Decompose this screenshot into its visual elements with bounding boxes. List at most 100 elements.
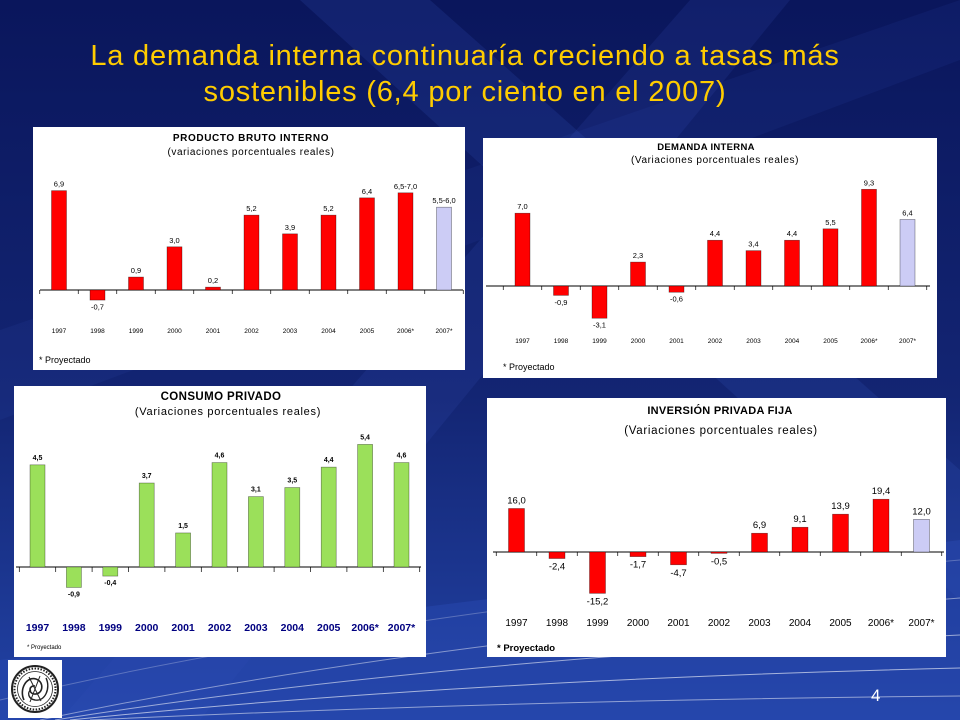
bar-1999 (589, 551, 606, 594)
slide-title-line-1: La demanda interna continuaría creciendo… (90, 40, 840, 72)
chart-consumo-privado: CONSUMO PRIVADO (Variaciones porcentuale… (14, 386, 426, 657)
bar-1999 (591, 285, 608, 319)
bar-2007-projected (436, 206, 452, 291)
bar-2001 (670, 551, 687, 566)
x-tick-label-2005: 2005 (317, 622, 341, 634)
bar-2004 (791, 526, 809, 553)
value-label-2004: 9,1 (793, 514, 806, 525)
chart-marks: 16,0 1997 -2,4 1998 -15,2 1999 -1,7 2000 -4,7 200… (493, 486, 944, 629)
chart-title: CONSUMO PRIVADO (161, 391, 282, 403)
x-tick-label-1997: 1997 (52, 328, 67, 335)
x-tick-label-2002: 2002 (708, 618, 731, 629)
bar-2006-projected (872, 498, 890, 553)
chart-subtitle: (Variaciones porcentuales reales) (624, 425, 818, 437)
value-label-1999: 0,9 (131, 266, 141, 275)
bar-2007-projected (899, 219, 916, 287)
value-label-2002: 4,6 (215, 453, 225, 460)
bar-2003 (248, 496, 264, 568)
value-label-2004: 5,2 (323, 204, 333, 213)
chart-title: INVERSIÓN PRIVADA FIJA (647, 404, 792, 417)
value-label-2000: -1,7 (630, 560, 646, 571)
chart-producto-bruto-interno: PRODUCTO BRUTO INTERNO (variaciones porc… (33, 127, 465, 370)
chart-footnote: * Proyectado (503, 362, 555, 372)
value-label-1997: 16,0 (507, 495, 526, 506)
bar-2007-projected (393, 462, 410, 568)
value-label-2000: 2,3 (633, 251, 643, 260)
bar-2002 (211, 462, 228, 568)
chart-marks: 6,9 1997 -0,7 1998 0,9 1999 3,0 2000 0,2 2001 5,2 2… (39, 180, 464, 335)
chart-footnote: * Proyectado (27, 645, 62, 651)
bar-2003 (745, 250, 762, 287)
logo-swirl (27, 677, 49, 701)
value-label-2002: 4,4 (710, 229, 720, 238)
x-tick-label-1998: 1998 (546, 618, 569, 629)
bar-1999 (102, 566, 119, 577)
value-label-2003: 6,9 (753, 520, 766, 531)
background-line (69, 667, 960, 720)
x-tick-label-2006-projected: 2006* (861, 338, 878, 345)
value-label-2003: 3,9 (285, 223, 295, 232)
x-tick-label-1997: 1997 (505, 618, 528, 629)
x-tick-label-2000: 2000 (167, 328, 182, 335)
bar-2001 (175, 532, 191, 568)
x-tick-label-1997: 1997 (515, 338, 530, 345)
value-label-2004: 3,5 (287, 478, 297, 485)
bar-2006-projected (397, 192, 414, 291)
value-label-2005: 4,4 (324, 457, 334, 464)
value-label-2007-projected: 5,5-6,0 (432, 196, 455, 205)
value-label-2000: 3,0 (169, 236, 179, 245)
x-tick-label-2005: 2005 (823, 338, 838, 345)
bar-2005 (822, 228, 839, 287)
logo-inner-ring (17, 671, 53, 707)
value-label-2003: 3,1 (251, 487, 261, 494)
x-tick-label-1999: 1999 (592, 338, 607, 345)
x-tick-label-1998: 1998 (62, 622, 86, 634)
bar-1999 (128, 276, 144, 291)
slide-title-line-2: sostenibles (6,4 por ciento en el 2007) (203, 76, 727, 108)
value-label-2006-projected: 6,5-7,0 (394, 182, 417, 191)
logo-swirl (21, 677, 43, 701)
x-tick-label-2000: 2000 (135, 622, 159, 634)
value-label-2001: 0,2 (208, 276, 218, 285)
value-label-1999: -3,1 (593, 321, 606, 330)
bar-2002 (707, 239, 723, 287)
value-label-2002: 5,2 (246, 204, 256, 213)
x-tick-label-2007-projected: 2007* (899, 338, 916, 345)
bar-1997 (51, 190, 67, 291)
value-label-1998: -0,9 (555, 298, 568, 307)
value-label-2001: 1,5 (178, 523, 188, 530)
bar-2005 (320, 466, 337, 568)
value-label-2007-projected: 6,4 (902, 208, 912, 217)
bcrp-logo (8, 660, 62, 718)
x-tick-label-2001: 2001 (667, 618, 690, 629)
bar-1998 (66, 566, 82, 588)
x-tick-label-2007-projected: 2007* (388, 622, 416, 634)
x-tick-label-1997: 1997 (26, 622, 50, 634)
bar-2003 (282, 233, 298, 291)
x-tick-label-2007-projected: 2007* (436, 328, 453, 335)
x-tick-label-2004: 2004 (785, 338, 800, 345)
x-tick-label-2004: 2004 (321, 328, 336, 335)
value-label-2005: 5,5 (825, 218, 835, 227)
bar-2006-projected (357, 444, 373, 568)
chart-title: DEMANDA INTERNA (657, 142, 755, 153)
value-label-2001: -4,7 (670, 568, 686, 579)
value-label-1998: -0,7 (91, 303, 104, 312)
x-tick-label-2006-projected: 2006* (868, 618, 894, 629)
chart-marks: 7,0 1997 -0,9 1998 -3,1 1999 2,3 2000 -0,6 2001 4,… (486, 178, 930, 345)
x-tick-label-2005: 2005 (829, 618, 852, 629)
x-tick-label-2000: 2000 (627, 618, 650, 629)
x-tick-label-1999: 1999 (99, 622, 123, 634)
page-number: 4 (871, 686, 881, 705)
x-tick-label-2003: 2003 (746, 338, 761, 345)
bar-2001 (205, 286, 221, 291)
bar-2002 (243, 214, 260, 291)
x-tick-label-2002: 2002 (244, 328, 259, 335)
bar-2007-projected (913, 519, 930, 553)
bar-2000 (138, 482, 155, 568)
x-tick-label-2004: 2004 (789, 618, 812, 629)
x-tick-label-2003: 2003 (748, 618, 771, 629)
value-label-2006-projected: 9,3 (864, 178, 874, 187)
chart-demanda-interna: DEMANDA INTERNA (Variaciones porcentuale… (483, 138, 937, 378)
value-label-1999: -15,2 (587, 596, 609, 607)
